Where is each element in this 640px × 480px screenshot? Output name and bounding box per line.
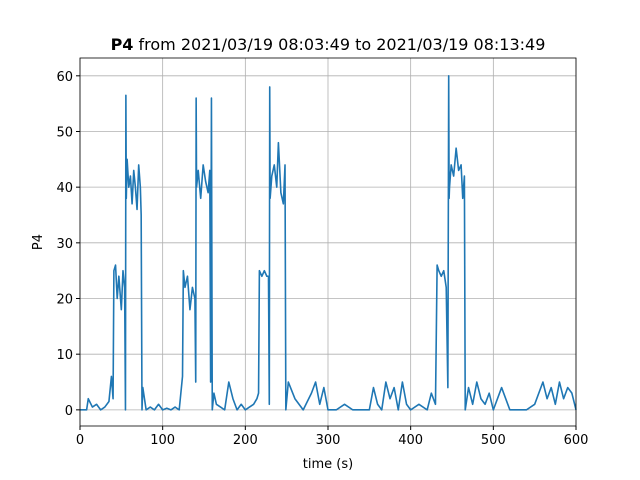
x-tick-label: 200 [233,433,258,448]
y-tick-label: 10 [56,348,73,363]
chart-title: P4 from 2021/03/19 08:03:49 to 2021/03/1… [111,35,546,54]
x-axis-label: time (s) [303,457,353,472]
data-line [80,75,577,411]
y-tick-label: 20 [56,293,73,308]
x-tick-label: 300 [316,433,341,448]
y-tick-label: 0 [65,404,73,419]
x-tick-label: 100 [150,433,175,448]
y-tick-label: 40 [56,181,73,196]
y-tick-label: 30 [56,237,73,252]
x-tick-label: 600 [564,433,589,448]
y-tick-label: 50 [56,125,73,140]
x-tick-label: 400 [398,433,423,448]
y-tick-label: 60 [56,70,73,85]
title-bold: P4 [111,35,134,54]
title-rest: from 2021/03/19 08:03:49 to 2021/03/19 0… [139,35,546,54]
x-tick-label: 0 [76,433,84,448]
plot-frame [79,57,577,427]
x-tick-label: 500 [481,433,506,448]
y-axis-label: P4 [31,234,46,250]
